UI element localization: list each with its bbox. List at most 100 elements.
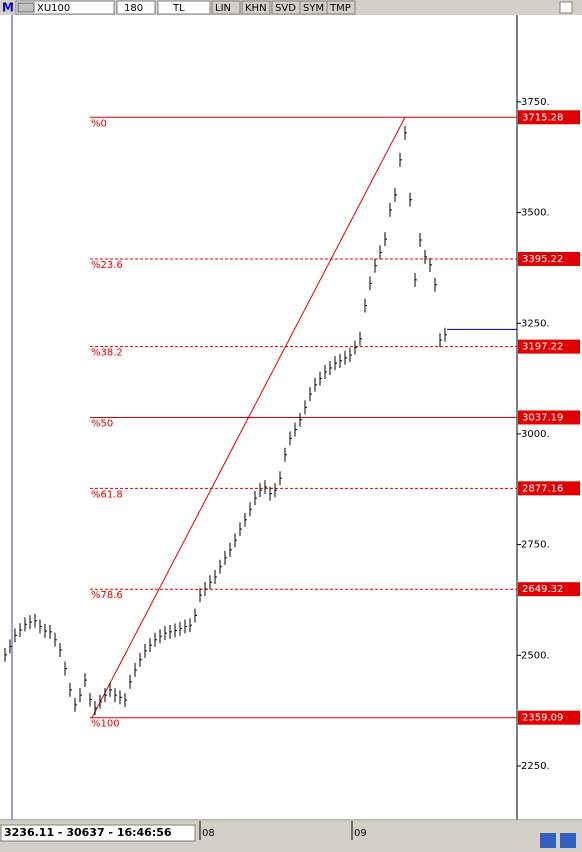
- settings-button[interactable]: [560, 833, 576, 848]
- price-bar: [279, 471, 282, 486]
- price-bar: [74, 697, 77, 712]
- price-bar: [194, 608, 197, 623]
- price-bar: [429, 257, 432, 272]
- period: 180: [124, 3, 143, 14]
- price-bar: [79, 688, 82, 703]
- price-bar: [324, 364, 327, 379]
- price-bar: [239, 522, 242, 537]
- time-label: 09: [354, 828, 367, 839]
- fib-value-box: [518, 251, 580, 266]
- price-bar: [144, 643, 147, 658]
- price-bar: [389, 202, 392, 217]
- fib-label: %0: [91, 118, 107, 129]
- price-bar: [249, 502, 252, 517]
- price-bar: [89, 692, 92, 707]
- price-bar: [334, 356, 337, 371]
- price-bar: [199, 588, 202, 603]
- toolbar-button-label: LIN: [215, 3, 231, 14]
- price-bar: [314, 377, 317, 392]
- price-bar: [394, 187, 397, 202]
- currency: TL: [172, 3, 185, 14]
- price-bar: [419, 233, 422, 248]
- price-bar: [309, 387, 312, 402]
- price-bar: [119, 690, 122, 705]
- price-bar: [59, 642, 62, 657]
- symbol-box[interactable]: [15, 0, 115, 15]
- fib-value-label: 2877.16: [522, 483, 563, 494]
- y-tick-label: 2500.: [521, 650, 550, 661]
- price-bar: [164, 626, 167, 641]
- price-bar: [234, 533, 237, 548]
- price-bar: [409, 192, 412, 207]
- price-bar: [319, 371, 322, 386]
- price-bar: [369, 276, 372, 291]
- fib-value-box: [518, 410, 580, 425]
- price-bar: [224, 550, 227, 565]
- price-bar: [14, 628, 17, 643]
- fib-label: %100: [91, 719, 120, 730]
- price-bar: [399, 152, 402, 167]
- price-bar: [84, 673, 87, 688]
- price-bar: [64, 661, 67, 676]
- toolbar-button-label: KHN: [245, 3, 267, 14]
- price-bar: [329, 360, 332, 375]
- price-bar: [159, 629, 162, 644]
- price-bar: [259, 483, 262, 498]
- price-bar: [174, 623, 177, 638]
- price-bar: [54, 632, 57, 647]
- fib-value-label: 2649.32: [522, 584, 563, 595]
- price-bar: [444, 327, 447, 342]
- price-bar: [349, 348, 352, 363]
- price-bar: [384, 232, 387, 247]
- y-tick-label: 3750.: [521, 97, 550, 108]
- fib-value-box: [518, 582, 580, 597]
- price-bar: [204, 581, 207, 596]
- price-bar: [209, 575, 212, 590]
- symbol-icon: [17, 2, 35, 13]
- fib-value-box: [518, 339, 580, 354]
- price-bar: [29, 615, 32, 630]
- currency-box[interactable]: [157, 0, 211, 15]
- y-tick-label: 3250.: [521, 318, 550, 329]
- menu-button[interactable]: M: [2, 1, 14, 15]
- fib-label: %38.2: [91, 348, 123, 359]
- y-tick-label: 2750.: [521, 540, 550, 551]
- price-bar: [189, 618, 192, 633]
- price-bar: [44, 623, 47, 638]
- toolbar-button[interactable]: [211, 0, 241, 15]
- price-bar: [344, 350, 347, 365]
- fib-value-box: [518, 710, 580, 725]
- fib-value-label: 3395.22: [522, 254, 563, 265]
- price-bar: [114, 688, 117, 703]
- price-bar: [339, 353, 342, 368]
- close-button[interactable]: [559, 1, 573, 14]
- price-bar: [129, 674, 132, 689]
- price-bar: [109, 682, 112, 697]
- toolbar-button[interactable]: [326, 0, 356, 15]
- fib-value-box: [518, 110, 580, 125]
- period-box[interactable]: [116, 0, 156, 15]
- price-bar: [154, 632, 157, 647]
- price-bar: [24, 617, 27, 632]
- y-tick-label: 2250.: [521, 761, 550, 772]
- price-bar: [169, 624, 172, 639]
- y-tick-label: 3000.: [521, 429, 550, 440]
- price-bar: [34, 613, 37, 628]
- price-bar: [304, 400, 307, 415]
- status-box: [0, 824, 196, 842]
- price-bar: [99, 694, 102, 709]
- toolbar-button-label: SYM: [303, 3, 324, 14]
- price-bar: [19, 623, 22, 638]
- price-bar: [359, 331, 362, 346]
- price-bar: [364, 298, 367, 313]
- price-bar: [434, 277, 437, 292]
- fib-label: %61.8: [91, 489, 123, 500]
- price-bar: [229, 542, 232, 557]
- fib-value-label: 3197.22: [522, 342, 563, 353]
- price-bar: [134, 662, 137, 677]
- price-bar: [184, 619, 187, 634]
- refresh-button[interactable]: [540, 833, 556, 848]
- toolbar-button-label: SVD: [275, 3, 296, 14]
- status-text: 3236.11 - 30637 - 16:46:56: [4, 826, 172, 839]
- toolbar-button[interactable]: [241, 0, 271, 15]
